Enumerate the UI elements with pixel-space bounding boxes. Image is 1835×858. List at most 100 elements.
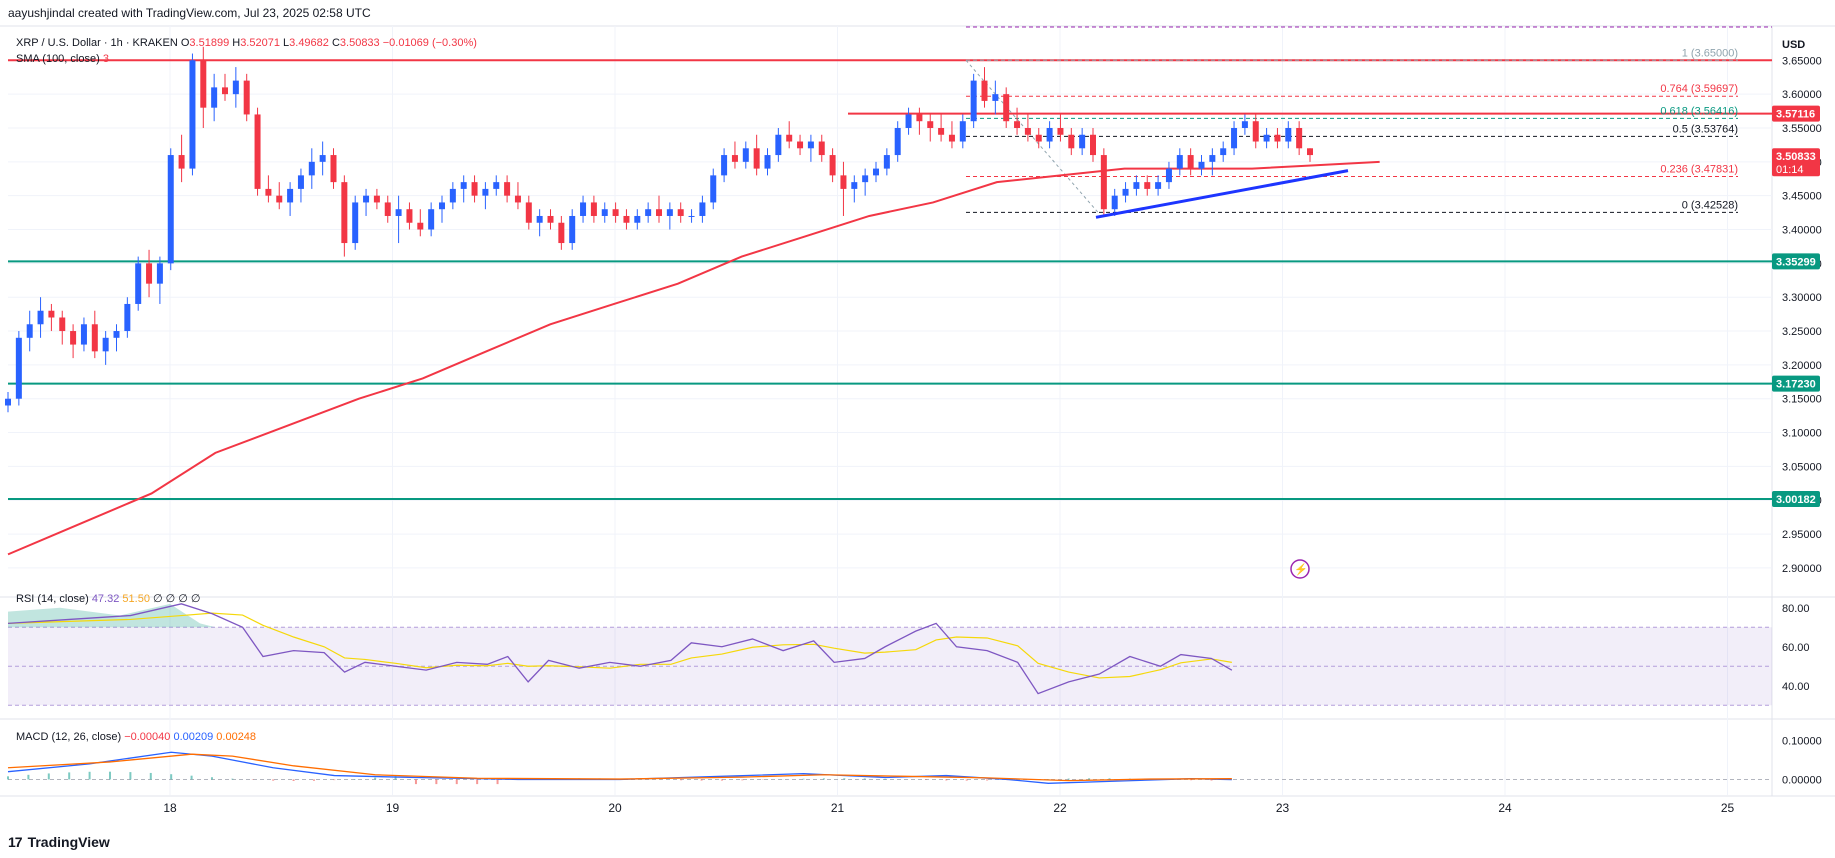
macd-tick-label: 0.10000 (1782, 736, 1822, 748)
candle-body (428, 209, 435, 230)
alert-icon-circle (1290, 559, 1310, 579)
macd-histogram-bar (170, 774, 173, 780)
candle-body (330, 155, 337, 183)
macd-histogram-bar (863, 778, 866, 780)
macd-histogram-bar (802, 778, 805, 780)
candle-body (786, 134, 793, 142)
macd-histogram-bar (435, 779, 438, 785)
candle-body (753, 148, 760, 169)
candle-body (504, 182, 511, 196)
candle-body (1035, 134, 1042, 142)
macd-pane: 0.10000 0.00000 (7, 736, 1822, 786)
fib-level-label: 0.236 (3.47831) (1660, 164, 1738, 176)
candle-body (764, 155, 771, 169)
macd-legend: MACD (12, 26, close) −0.00040 0.00209 0.… (16, 731, 256, 743)
candle-body (200, 60, 207, 108)
time-label: 18 (163, 801, 177, 815)
candle-body (948, 134, 955, 142)
price-tick-label: 3.10000 (1782, 428, 1822, 440)
macd-histogram-bar (149, 772, 152, 780)
candle-body (1090, 134, 1096, 156)
candle-body (156, 263, 163, 284)
candle-body (146, 263, 153, 284)
price-tag (1772, 375, 1820, 392)
candle-body (1100, 155, 1107, 210)
candle-body (113, 331, 120, 338)
candle-body (883, 155, 890, 169)
candle-body (797, 141, 804, 149)
macd-histogram-bar (108, 771, 111, 780)
rsi-tick-label: 40.00 (1782, 681, 1810, 693)
rsi-tick-label: 60.00 (1782, 642, 1810, 654)
candle-body (319, 155, 326, 162)
candle-body (1111, 195, 1118, 210)
macd-histogram-bar (312, 779, 315, 781)
candle-body (1241, 121, 1248, 128)
candle-body (91, 324, 98, 352)
candle-body (829, 155, 836, 176)
price-tag-text: 3.57116 (1776, 109, 1815, 121)
candle-body (276, 195, 283, 203)
macd-histogram-bar (924, 779, 927, 781)
candle-body (189, 60, 196, 169)
candle-body (656, 209, 662, 216)
price-tag-text: 3.17230 (1776, 379, 1816, 391)
macd-histogram-bar (1190, 779, 1193, 781)
time-label: 25 (1721, 801, 1735, 815)
candle-body (439, 202, 445, 210)
candle-body (1231, 127, 1238, 149)
fib-level-label: 0.764 (3.59697) (1660, 83, 1738, 95)
candle-body (297, 175, 304, 189)
candle-body (59, 317, 66, 332)
candle-body (1198, 161, 1205, 169)
candle-body (1024, 127, 1031, 135)
candle-body (1046, 127, 1053, 142)
candle-body (243, 80, 250, 115)
macd-histogram-bar (1108, 778, 1111, 780)
candle-body (938, 127, 945, 135)
candle-body (449, 188, 456, 203)
price-tick-label: 3.30000 (1782, 292, 1822, 304)
price-tick-label: 3.05000 (1782, 461, 1822, 473)
sma-100-line (7, 160, 1380, 556)
candle-body (5, 398, 11, 406)
candle-body (211, 87, 218, 108)
ascending-trendline (1095, 169, 1349, 219)
candle-body (26, 324, 33, 338)
macd-histogram-bar (680, 779, 683, 781)
candle-body (580, 202, 587, 216)
candle-body (460, 182, 467, 189)
candle-body (1274, 134, 1281, 142)
tradingview-brand[interactable]: 17 TradingView (8, 834, 110, 850)
candle-body (80, 324, 87, 345)
price-tag (1772, 105, 1820, 122)
candle-body (1285, 127, 1292, 142)
price-tag (1772, 491, 1820, 508)
time-label: 21 (831, 801, 845, 815)
candle-body (677, 209, 684, 216)
candle-body (840, 175, 847, 189)
candle-body (1144, 182, 1151, 189)
macd-histogram-bar (414, 779, 417, 785)
candle-body (222, 87, 228, 95)
candle-body (1296, 127, 1303, 149)
candle-body (406, 209, 413, 223)
macd-histogram-bar (455, 779, 458, 785)
macd-histogram-bar (333, 779, 336, 781)
rsi-line (7, 603, 1233, 695)
price-tag (1772, 148, 1820, 177)
candle-body (363, 195, 370, 203)
price-tick-label: 3.45000 (1782, 191, 1822, 203)
currency-label: USD (1782, 39, 1805, 51)
price-tick-label: 3.20000 (1782, 360, 1822, 372)
fibonacci-retracement: 1 (3.65000) 0.764 (3.59697) 0.618 (3.56416… (965, 26, 1772, 213)
price-tag-text: 3.50833 (1776, 151, 1816, 163)
candle-body (471, 182, 478, 196)
candle-body (1252, 121, 1259, 142)
macd-histogram-bar (27, 774, 30, 780)
candle-body (308, 161, 315, 176)
candle-body (1068, 134, 1075, 149)
candle-body (569, 215, 576, 244)
candle-body (70, 331, 77, 345)
